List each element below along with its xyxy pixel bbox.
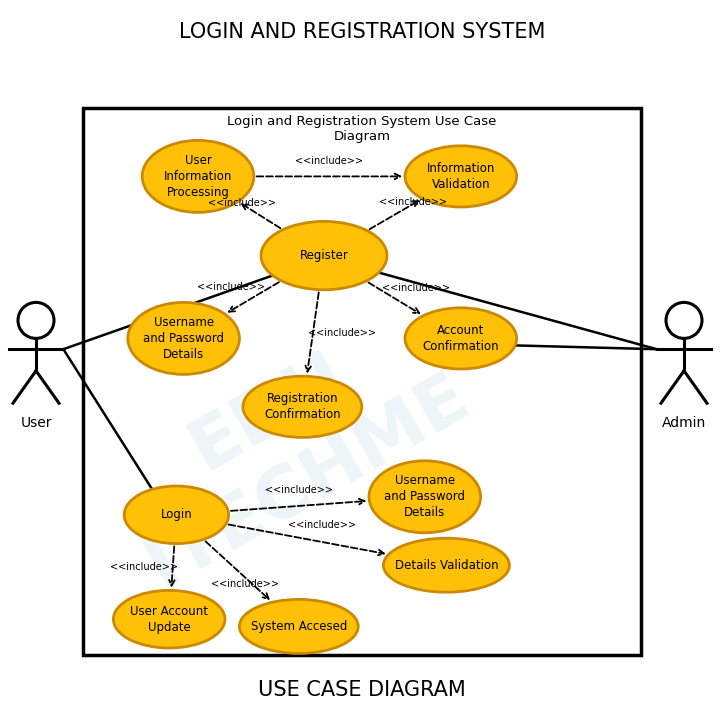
Text: Registration
Confirmation: Registration Confirmation bbox=[264, 392, 341, 421]
Text: <<include>>: <<include>> bbox=[110, 562, 178, 572]
Text: User Account
Update: User Account Update bbox=[130, 605, 208, 634]
Text: EDU
ITECHME: EDU ITECHME bbox=[95, 292, 481, 601]
Text: <<include>>: <<include>> bbox=[211, 579, 279, 589]
Ellipse shape bbox=[239, 599, 359, 654]
Text: <<include>>: <<include>> bbox=[208, 198, 276, 207]
Text: Username
and Password
Details: Username and Password Details bbox=[384, 474, 465, 519]
Text: <<include>>: <<include>> bbox=[307, 328, 376, 338]
Text: Login and Registration System Use Case
Diagram: Login and Registration System Use Case D… bbox=[228, 115, 497, 143]
Ellipse shape bbox=[261, 222, 387, 289]
Text: Details Validation: Details Validation bbox=[395, 559, 498, 572]
Text: Username
and Password
Details: Username and Password Details bbox=[143, 316, 224, 361]
Ellipse shape bbox=[128, 302, 239, 374]
Text: <<include>>: <<include>> bbox=[379, 197, 446, 207]
FancyBboxPatch shape bbox=[83, 108, 641, 655]
Text: User
Information
Processing: User Information Processing bbox=[164, 154, 232, 199]
Text: <<include>>: <<include>> bbox=[382, 282, 450, 292]
Text: Admin: Admin bbox=[662, 416, 706, 430]
Text: <<include>>: <<include>> bbox=[295, 156, 364, 166]
Text: Register: Register bbox=[300, 249, 348, 262]
Text: System Accesed: System Accesed bbox=[251, 620, 347, 633]
Text: LOGIN AND REGISTRATION SYSTEM: LOGIN AND REGISTRATION SYSTEM bbox=[179, 22, 545, 42]
Ellipse shape bbox=[125, 486, 229, 544]
Text: Login: Login bbox=[161, 508, 192, 521]
Ellipse shape bbox=[113, 590, 225, 648]
Ellipse shape bbox=[369, 461, 481, 533]
Ellipse shape bbox=[405, 145, 517, 207]
Text: <<include>>: <<include>> bbox=[288, 520, 356, 530]
Text: USE CASE DIAGRAM: USE CASE DIAGRAM bbox=[258, 680, 466, 701]
Text: <<include>>: <<include>> bbox=[265, 485, 333, 495]
Ellipse shape bbox=[143, 140, 254, 212]
Text: Account
Confirmation: Account Confirmation bbox=[423, 324, 499, 353]
Text: <<include>>: <<include>> bbox=[197, 282, 266, 292]
Ellipse shape bbox=[243, 376, 361, 438]
Ellipse shape bbox=[405, 307, 517, 369]
Text: User: User bbox=[20, 416, 52, 430]
Text: Information
Validation: Information Validation bbox=[427, 162, 495, 191]
Ellipse shape bbox=[383, 539, 510, 592]
